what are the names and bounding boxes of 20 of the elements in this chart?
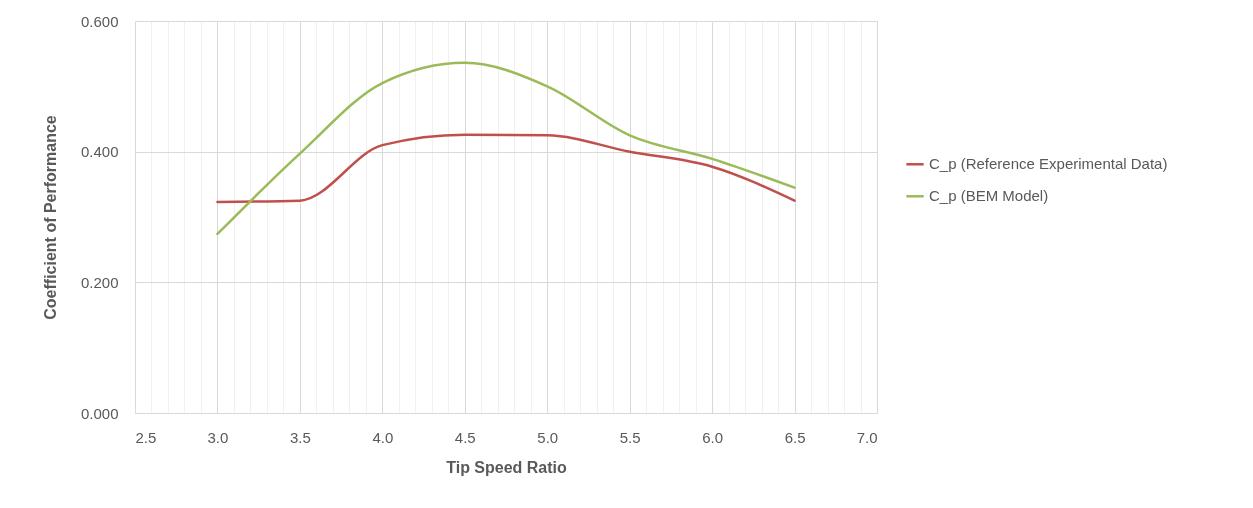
y-tick-label: 0.400 (80, 143, 119, 161)
y-tick-label: 0.600 (80, 12, 119, 30)
x-tick-label: 2.5 (135, 428, 157, 446)
y-axis-title: Coefficient of Performance (41, 115, 59, 320)
x-tick-label: 3.5 (289, 428, 311, 446)
x-tick-label: 6.5 (784, 428, 806, 446)
x-tick-label: 6.0 (702, 428, 724, 446)
x-tick-label: 4.5 (454, 428, 476, 446)
x-tick-label: 5.5 (619, 428, 641, 446)
x-axis-title: Tip Speed Ratio (446, 458, 568, 476)
x-tick-label: 4.0 (372, 428, 394, 446)
x-tick-label: 7.0 (856, 428, 878, 446)
legend-label: C_p (Reference Experimental Data) (929, 155, 1168, 173)
legend-label: C_p (BEM Model) (929, 187, 1049, 205)
line-series (216, 61, 796, 236)
y-tick-label: 0.000 (80, 404, 119, 422)
x-tick-label: 3.0 (207, 428, 229, 446)
line-series (216, 133, 796, 204)
y-tick-label: 0.200 (80, 273, 119, 291)
x-tick-label: 5.0 (537, 428, 559, 446)
